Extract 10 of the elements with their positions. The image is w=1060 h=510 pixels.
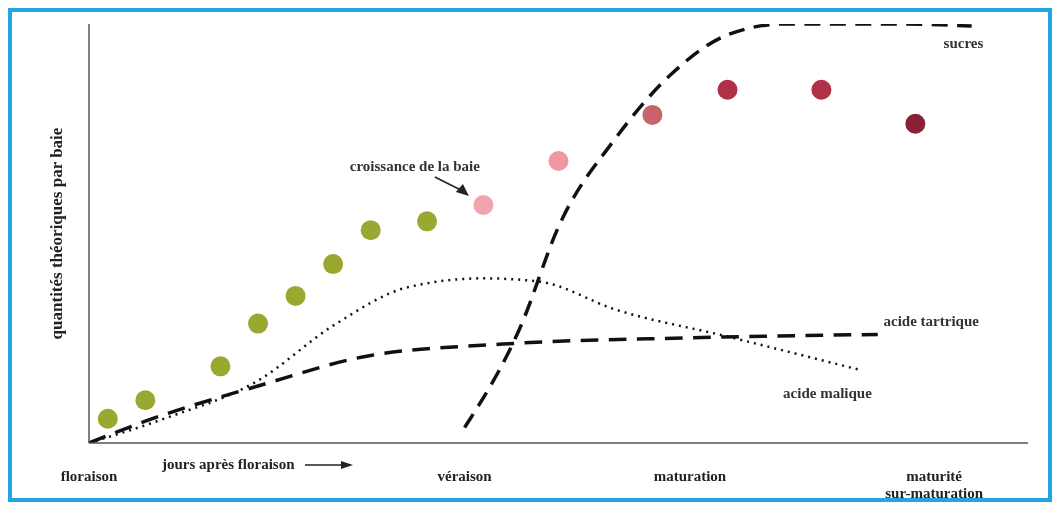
series-label: croissance de la baie: [349, 158, 481, 175]
x-tick-label: floraison: [60, 468, 118, 484]
x-tick-label: maturité sur-maturation: [885, 468, 984, 501]
series-label: acide malique: [783, 384, 873, 401]
y-axis-title: quantités théoriques par baie: [47, 127, 67, 340]
x-tick-label: véraison: [437, 468, 493, 484]
x-tick-label: maturation: [653, 468, 727, 484]
series-label: sucres: [943, 35, 984, 52]
series-label: acide tartrique: [883, 313, 980, 330]
x-axis-title: jours après floraison: [162, 456, 295, 473]
